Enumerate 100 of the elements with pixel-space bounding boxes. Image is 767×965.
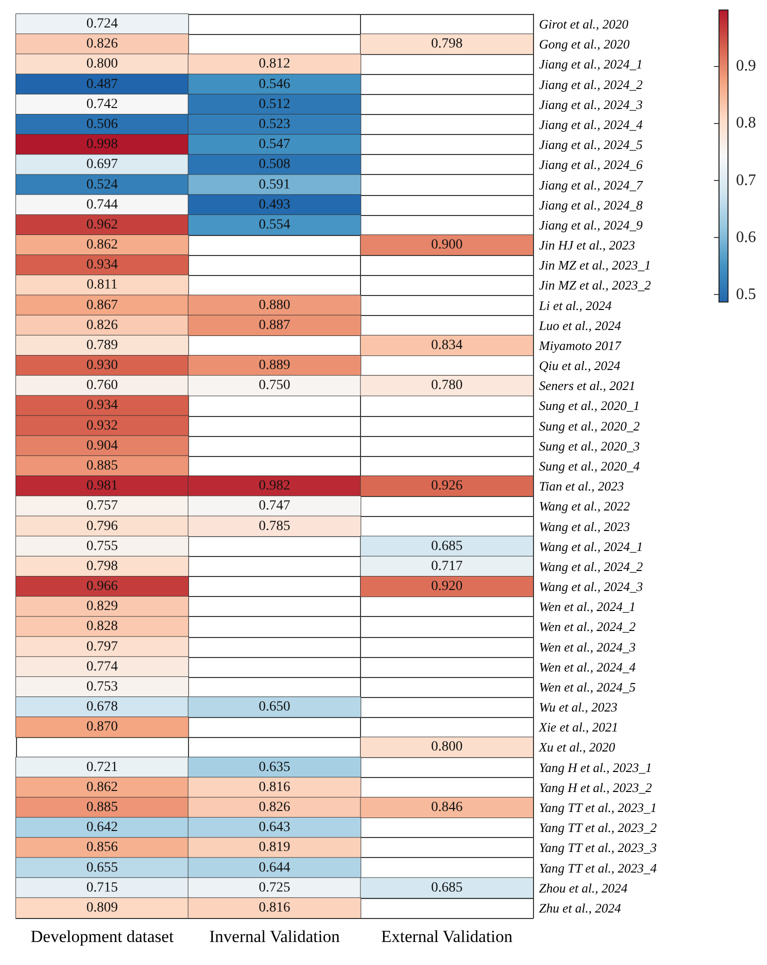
data-label: 0.981 [86,478,118,494]
y-tick-label: Jiang et al., 2024_3 [539,96,644,112]
y-tick-label: Jiang et al., 2024_5 [539,137,644,152]
y-tick-label: Jiang et al., 2024_8 [539,197,644,212]
data-label: 0.697 [86,157,118,172]
x-tick-label: Development dataset [30,927,174,946]
data-label: 0.721 [86,760,118,775]
data-label: 0.644 [258,860,290,876]
data-label: 0.862 [86,238,118,253]
color-bar-label: 0.6 [736,228,756,246]
data-label: 0.742 [86,96,118,112]
data-label: 0.755 [86,538,118,554]
data-label: 0.826 [258,800,290,816]
data-label: 0.523 [258,116,290,132]
y-tick-label: Sung et al., 2020_2 [539,418,640,434]
y-tick-label: Xie et al., 2021 [538,720,618,735]
y-tick-label: Wu et al., 2023 [539,700,618,715]
data-label: 0.846 [431,800,463,816]
data-label: 0.885 [86,458,118,474]
data-label: 0.643 [258,820,290,836]
data-label: 0.904 [86,438,118,454]
y-tick-label: Yang TT et al., 2023_2 [539,820,658,836]
y-tick-label: Qiu et al., 2024 [539,358,621,374]
data-label: 0.744 [86,197,118,212]
y-tick-label: Wen et al., 2024_4 [539,659,636,674]
color-bar-label: 0.8 [736,114,756,132]
y-tick-label: Wen et al., 2024_1 [539,599,636,614]
data-label: 0.512 [258,96,290,112]
data-label: 0.725 [258,880,290,896]
y-tick-label: Jin HJ et al., 2023 [539,238,636,253]
data-label: 0.685 [431,880,463,896]
data-label: 0.642 [86,820,118,836]
data-label: 0.757 [86,498,118,514]
data-label: 0.920 [431,579,463,594]
data-label: 0.524 [86,177,118,192]
data-label: 0.856 [86,840,118,856]
x-tick-label: Invernal Validation [209,927,340,946]
data-label: 0.650 [258,700,290,715]
data-label: 0.798 [431,36,463,52]
data-label: 0.789 [86,338,118,353]
y-tick-label: Wang et al., 2023 [539,518,630,534]
data-label: 0.870 [86,720,118,735]
y-tick-label: Yang TT et al., 2023_3 [539,840,658,856]
data-label: 0.796 [86,518,118,534]
y-tick-label: Yang TT et al., 2023_1 [539,800,657,816]
data-label: 0.655 [86,860,118,876]
y-tick-label: Yang TT et al., 2023_4 [539,860,658,876]
data-label: 0.885 [86,800,118,816]
y-tick-label: Miyamoto 2017 [538,338,622,353]
data-label: 0.487 [86,76,118,92]
data-label: 0.982 [258,478,290,494]
data-label: 0.932 [86,418,118,434]
data-label: 0.962 [86,217,118,232]
data-label: 0.887 [258,318,290,333]
y-tick-label: Jiang et al., 2024_9 [539,217,644,232]
data-label: 0.546 [258,76,290,92]
y-tick-label: Jiang et al., 2024_2 [539,76,644,92]
data-label: 0.889 [258,358,290,374]
y-tick-label: Sung et al., 2020_1 [539,398,640,414]
data-label: 0.900 [431,238,463,253]
data-label: 0.774 [86,659,118,674]
y-tick-label: Yang H et al., 2023_1 [539,760,652,775]
data-label: 0.591 [258,177,290,192]
y-tick-label: Wang et al., 2024_1 [539,538,643,554]
data-label: 0.800 [86,56,118,72]
data-label: 0.816 [258,900,290,916]
y-tick-label: Seners et al., 2021 [539,378,636,394]
y-tick-label: Jin MZ et al., 2023_1 [539,258,651,273]
data-label: 0.747 [258,498,290,514]
y-tick-label: Wen et al., 2024_3 [539,639,636,654]
y-tick-label: Wang et al., 2024_2 [539,558,644,574]
data-label: 0.678 [86,700,118,715]
data-label: 0.966 [86,579,118,594]
data-label: 0.760 [86,378,118,394]
y-tick-label: Sung et al., 2020_4 [539,458,640,474]
y-tick-label: Wen et al., 2024_2 [539,619,636,634]
data-label: 0.493 [258,197,290,212]
y-tick-label: Luo et al., 2024 [538,318,622,333]
data-label: 0.880 [258,298,290,313]
y-tick-label: Jiang et al., 2024_6 [539,157,644,172]
y-tick-label: Gong et al., 2020 [539,36,630,52]
data-label: 0.724 [86,16,118,32]
data-label: 0.862 [86,780,118,795]
data-label: 0.867 [86,298,118,313]
data-label: 0.826 [86,36,118,52]
data-label: 0.685 [431,538,463,554]
y-tick-label: Sung et al., 2020_3 [539,438,640,454]
data-label: 0.797 [86,639,118,654]
data-label: 0.798 [86,558,118,574]
data-label: 0.508 [258,157,290,172]
data-label: 0.934 [86,398,118,414]
y-tick-label: Wang et al., 2022 [539,498,630,514]
data-label: 0.816 [258,780,290,795]
data-label: 0.554 [258,217,290,232]
data-label: 0.715 [86,880,118,896]
data-label: 0.926 [431,478,463,494]
data-label: 0.785 [258,518,290,534]
data-label: 0.812 [258,56,290,72]
data-label: 0.811 [86,278,118,293]
data-label: 0.828 [86,619,118,634]
